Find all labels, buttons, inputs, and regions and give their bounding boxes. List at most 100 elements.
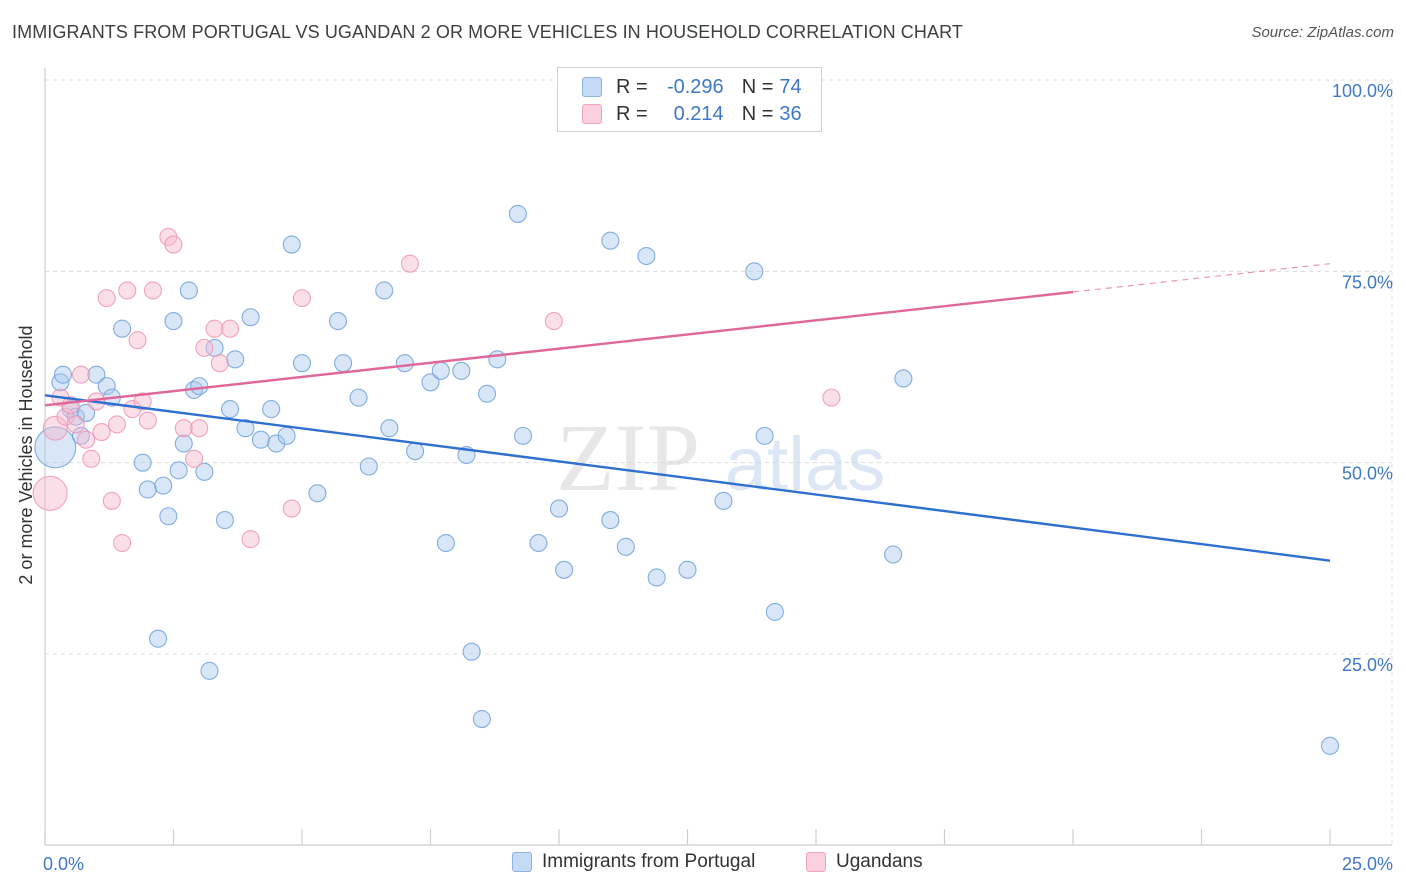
data-point-portugal xyxy=(66,407,85,426)
data-point-ugandans xyxy=(42,415,68,441)
trend-extension-ugandans xyxy=(1072,263,1331,293)
data-point-portugal xyxy=(277,426,296,445)
data-point-portugal xyxy=(529,533,548,553)
data-point-portugal xyxy=(164,312,183,331)
bottom-legend-swatch-ugandans xyxy=(806,852,826,872)
data-point-portugal xyxy=(477,384,497,403)
data-point-portugal xyxy=(251,430,270,449)
data-point-portugal xyxy=(508,204,527,223)
data-point-portugal xyxy=(894,369,913,388)
data-point-portugal xyxy=(174,434,193,453)
y-tick-label: 25.0% xyxy=(1342,655,1393,675)
data-point-portugal xyxy=(34,426,77,469)
data-point-ugandans xyxy=(32,475,68,511)
data-point-ugandans xyxy=(71,365,91,384)
data-point-portugal xyxy=(359,457,378,476)
data-point-portugal xyxy=(647,568,666,587)
data-point-portugal xyxy=(452,361,471,380)
legend-swatch-portugal xyxy=(582,77,602,97)
data-point-portugal xyxy=(637,246,656,266)
data-point-portugal xyxy=(395,354,414,373)
data-point-portugal xyxy=(745,262,764,281)
legend-row-portugal: R = -0.296 N = 74 xyxy=(582,74,802,100)
data-point-portugal xyxy=(282,235,301,254)
data-point-portugal xyxy=(601,231,620,250)
data-point-ugandans xyxy=(210,354,229,373)
data-point-ugandans xyxy=(282,499,301,518)
data-point-portugal xyxy=(179,281,198,300)
bottom-legend-label-ugandans: Ugandans xyxy=(836,851,923,872)
tick-label-layer: 25.0% 50.0% 75.0% 100.0% 0.0% 25.0% xyxy=(43,81,1393,874)
data-point-ugandans xyxy=(66,415,85,434)
bottom-legend-label-portugal: Immigrants from Portugal xyxy=(542,851,756,872)
data-point-portugal xyxy=(97,377,116,396)
data-point-ugandans xyxy=(174,419,193,438)
grid-layer xyxy=(45,79,1393,845)
bottom-legend-item-ugandans: Ugandans xyxy=(806,851,923,873)
data-point-portugal xyxy=(169,461,188,480)
data-point-ugandans xyxy=(190,419,209,438)
data-point-portugal xyxy=(431,361,450,380)
data-point-ugandans xyxy=(92,423,111,442)
data-point-portugal xyxy=(616,537,635,556)
data-point-ugandans xyxy=(113,533,132,553)
data-point-portugal xyxy=(406,442,425,461)
bottom-legend-item-portugal: Immigrants from Portugal xyxy=(512,851,755,873)
bottom-legend-swatch-portugal xyxy=(512,852,532,872)
bottom-legend: Immigrants from Portugal Ugandans xyxy=(0,851,1406,879)
legend-n-value: 74 xyxy=(779,75,802,98)
data-point-portugal xyxy=(436,533,455,553)
data-point-portugal xyxy=(513,426,533,445)
legend-n-value: 36 xyxy=(779,102,802,125)
legend-r-label: R = xyxy=(616,102,648,125)
data-point-portugal xyxy=(678,560,697,579)
trend-line-portugal xyxy=(44,394,1331,562)
legend-swatch-ugandans xyxy=(582,104,602,124)
data-point-ugandans xyxy=(107,415,127,434)
data-point-ugandans xyxy=(102,491,121,510)
data-point-portugal xyxy=(462,642,481,661)
data-point-portugal xyxy=(159,507,178,526)
data-point-portugal xyxy=(334,354,353,373)
y-tick-label: 100.0% xyxy=(1332,81,1393,101)
data-point-portugal xyxy=(87,365,106,384)
data-point-portugal xyxy=(215,511,234,530)
data-point-ugandans xyxy=(128,331,147,350)
data-point-portugal xyxy=(77,403,96,422)
data-point-ugandans xyxy=(195,338,214,357)
data-point-ugandans xyxy=(118,281,137,300)
data-point-portugal xyxy=(195,462,214,481)
data-point-ugandans xyxy=(400,254,419,273)
data-point-portugal xyxy=(601,511,620,530)
data-point-ugandans xyxy=(138,411,157,430)
data-point-ugandans xyxy=(544,312,563,331)
points-layer xyxy=(32,204,1340,755)
data-point-ugandans xyxy=(133,392,152,411)
data-point-portugal xyxy=(349,388,368,407)
data-point-ugandans xyxy=(164,235,183,254)
legend-r-label: R = xyxy=(616,75,648,98)
data-point-ugandans xyxy=(82,449,101,468)
data-point-portugal xyxy=(154,476,173,495)
y-axis-label: 2 or more Vehicles in Household xyxy=(16,325,36,585)
chart-source: Source: ZipAtlas.com xyxy=(1251,24,1394,41)
data-point-portugal xyxy=(755,426,774,445)
data-point-portugal xyxy=(138,480,157,499)
data-point-ugandans xyxy=(205,319,224,338)
data-point-portugal xyxy=(200,661,219,680)
data-point-ugandans xyxy=(56,407,75,426)
data-point-portugal xyxy=(190,377,209,396)
data-point-portugal xyxy=(549,499,569,518)
data-point-portugal xyxy=(765,602,784,621)
axis-layer xyxy=(44,68,1392,846)
watermark-zip: ZIP xyxy=(556,404,700,511)
y-tick-label: 75.0% xyxy=(1342,272,1393,292)
data-point-portugal xyxy=(1320,736,1340,755)
data-point-portugal xyxy=(267,434,286,453)
data-point-portugal xyxy=(714,491,733,510)
data-point-portugal xyxy=(884,545,903,564)
data-point-ugandans xyxy=(822,388,841,407)
legend-box: R = -0.296 N = 74 R = 0.214 N = 36 xyxy=(557,67,822,132)
data-point-portugal xyxy=(292,354,312,373)
